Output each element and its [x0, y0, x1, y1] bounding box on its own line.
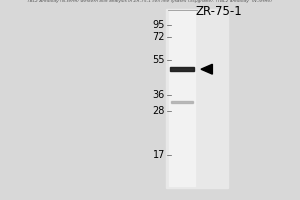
Bar	[171, 101, 193, 103]
Text: 17: 17	[153, 150, 165, 160]
Bar	[170, 67, 194, 71]
Text: ZR-75-1: ZR-75-1	[196, 5, 242, 18]
Text: 55: 55	[152, 55, 165, 65]
Bar	[167, 9, 228, 188]
Text: 95: 95	[153, 20, 165, 30]
Polygon shape	[201, 64, 212, 74]
Text: TBL2 Antibody (N-term) western blot analysis in ZR-75-1 cell line lysates (35µg/: TBL2 Antibody (N-term) western blot anal…	[27, 0, 273, 3]
Text: 36: 36	[153, 90, 165, 100]
Text: 72: 72	[152, 32, 165, 42]
Text: 28: 28	[153, 106, 165, 116]
Bar	[169, 11, 195, 186]
